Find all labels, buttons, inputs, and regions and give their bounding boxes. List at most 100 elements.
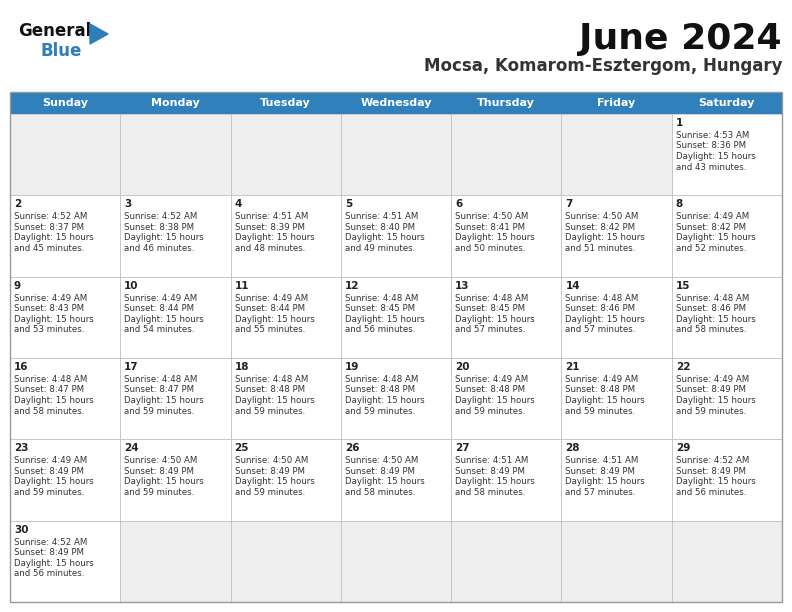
Text: Sunset: 8:49 PM: Sunset: 8:49 PM — [124, 467, 194, 476]
Bar — [10, 195, 120, 277]
Text: Daylight: 15 hours: Daylight: 15 hours — [676, 233, 756, 242]
Bar — [672, 439, 782, 521]
Text: Sunrise: 4:48 AM: Sunrise: 4:48 AM — [345, 294, 418, 303]
Bar — [341, 439, 451, 521]
Text: Daylight: 15 hours: Daylight: 15 hours — [676, 396, 756, 405]
Text: Sunset: 8:49 PM: Sunset: 8:49 PM — [676, 386, 746, 395]
Text: Sunrise: 4:51 AM: Sunrise: 4:51 AM — [565, 457, 639, 465]
Text: Wednesday: Wednesday — [360, 98, 432, 108]
Bar — [120, 195, 230, 277]
Text: June 2024: June 2024 — [580, 22, 782, 56]
Text: Sunset: 8:36 PM: Sunset: 8:36 PM — [676, 141, 746, 151]
Text: Sunrise: 4:49 AM: Sunrise: 4:49 AM — [124, 294, 197, 303]
Text: and 56 minutes.: and 56 minutes. — [345, 325, 415, 334]
Text: Sunrise: 4:53 AM: Sunrise: 4:53 AM — [676, 131, 749, 140]
Text: Blue: Blue — [40, 42, 82, 60]
Text: 16: 16 — [14, 362, 29, 372]
Text: and 59 minutes.: and 59 minutes. — [676, 406, 746, 416]
Bar — [230, 195, 341, 277]
Text: Mocsa, Komarom-Esztergom, Hungary: Mocsa, Komarom-Esztergom, Hungary — [424, 57, 782, 75]
Text: Sunset: 8:46 PM: Sunset: 8:46 PM — [565, 304, 635, 313]
Text: Sunset: 8:40 PM: Sunset: 8:40 PM — [345, 223, 415, 232]
Text: Sunrise: 4:49 AM: Sunrise: 4:49 AM — [676, 375, 749, 384]
Text: 19: 19 — [345, 362, 360, 372]
Text: Sunset: 8:45 PM: Sunset: 8:45 PM — [345, 304, 415, 313]
Text: Daylight: 15 hours: Daylight: 15 hours — [14, 559, 93, 568]
Text: Sunrise: 4:48 AM: Sunrise: 4:48 AM — [565, 294, 639, 303]
Text: Sunrise: 4:48 AM: Sunrise: 4:48 AM — [676, 294, 749, 303]
Bar — [120, 277, 230, 358]
Text: Sunset: 8:38 PM: Sunset: 8:38 PM — [124, 223, 194, 232]
Text: Sunrise: 4:51 AM: Sunrise: 4:51 AM — [345, 212, 418, 222]
Text: Sunrise: 4:50 AM: Sunrise: 4:50 AM — [234, 457, 308, 465]
Text: 3: 3 — [124, 200, 131, 209]
Bar — [120, 439, 230, 521]
Text: Friday: Friday — [597, 98, 636, 108]
Bar — [120, 358, 230, 439]
Bar — [230, 114, 341, 195]
Text: 30: 30 — [14, 524, 29, 535]
Bar — [230, 521, 341, 602]
Text: and 59 minutes.: and 59 minutes. — [14, 488, 84, 497]
Bar — [672, 114, 782, 195]
Text: Sunset: 8:49 PM: Sunset: 8:49 PM — [345, 467, 415, 476]
Text: and 50 minutes.: and 50 minutes. — [455, 244, 526, 253]
Text: Sunset: 8:43 PM: Sunset: 8:43 PM — [14, 304, 84, 313]
Text: 20: 20 — [455, 362, 470, 372]
Text: Sunrise: 4:48 AM: Sunrise: 4:48 AM — [14, 375, 87, 384]
Text: 11: 11 — [234, 281, 249, 291]
Text: 22: 22 — [676, 362, 690, 372]
Text: and 46 minutes.: and 46 minutes. — [124, 244, 195, 253]
Text: Sunrise: 4:52 AM: Sunrise: 4:52 AM — [14, 212, 87, 222]
Text: 28: 28 — [565, 443, 580, 453]
Bar — [230, 439, 341, 521]
Text: Daylight: 15 hours: Daylight: 15 hours — [14, 396, 93, 405]
Text: Sunset: 8:48 PM: Sunset: 8:48 PM — [345, 386, 415, 395]
Text: and 57 minutes.: and 57 minutes. — [565, 325, 636, 334]
Text: Daylight: 15 hours: Daylight: 15 hours — [124, 396, 204, 405]
Text: Daylight: 15 hours: Daylight: 15 hours — [455, 233, 535, 242]
Text: Daylight: 15 hours: Daylight: 15 hours — [124, 233, 204, 242]
Text: and 59 minutes.: and 59 minutes. — [124, 406, 195, 416]
Text: Sunset: 8:48 PM: Sunset: 8:48 PM — [234, 386, 305, 395]
Text: Sunday: Sunday — [42, 98, 88, 108]
Text: Daylight: 15 hours: Daylight: 15 hours — [345, 396, 425, 405]
Text: Daylight: 15 hours: Daylight: 15 hours — [676, 477, 756, 487]
Bar — [10, 92, 782, 114]
Text: and 56 minutes.: and 56 minutes. — [14, 569, 85, 578]
Text: and 56 minutes.: and 56 minutes. — [676, 488, 746, 497]
Text: Monday: Monday — [151, 98, 200, 108]
Text: Daylight: 15 hours: Daylight: 15 hours — [124, 315, 204, 324]
Text: 8: 8 — [676, 200, 683, 209]
Text: Daylight: 15 hours: Daylight: 15 hours — [345, 477, 425, 487]
Text: Sunrise: 4:49 AM: Sunrise: 4:49 AM — [455, 375, 528, 384]
Bar — [451, 521, 562, 602]
Text: and 45 minutes.: and 45 minutes. — [14, 244, 85, 253]
Text: Daylight: 15 hours: Daylight: 15 hours — [345, 233, 425, 242]
Text: Daylight: 15 hours: Daylight: 15 hours — [565, 477, 645, 487]
Text: Daylight: 15 hours: Daylight: 15 hours — [234, 477, 314, 487]
Bar — [341, 195, 451, 277]
Polygon shape — [90, 24, 108, 44]
Bar — [120, 521, 230, 602]
Text: General: General — [18, 22, 91, 40]
Text: 4: 4 — [234, 200, 242, 209]
Text: Sunrise: 4:48 AM: Sunrise: 4:48 AM — [124, 375, 198, 384]
Text: 13: 13 — [455, 281, 470, 291]
Text: Daylight: 15 hours: Daylight: 15 hours — [234, 233, 314, 242]
Text: Daylight: 15 hours: Daylight: 15 hours — [345, 315, 425, 324]
Text: Sunset: 8:39 PM: Sunset: 8:39 PM — [234, 223, 305, 232]
Bar — [341, 358, 451, 439]
Text: 23: 23 — [14, 443, 29, 453]
Text: and 58 minutes.: and 58 minutes. — [455, 488, 526, 497]
Text: Saturday: Saturday — [699, 98, 755, 108]
Bar — [562, 521, 672, 602]
Text: Tuesday: Tuesday — [261, 98, 311, 108]
Bar — [10, 277, 120, 358]
Bar — [341, 521, 451, 602]
Bar — [230, 277, 341, 358]
Bar — [672, 521, 782, 602]
Text: Sunset: 8:44 PM: Sunset: 8:44 PM — [234, 304, 305, 313]
Text: and 59 minutes.: and 59 minutes. — [345, 406, 415, 416]
Text: 27: 27 — [455, 443, 470, 453]
